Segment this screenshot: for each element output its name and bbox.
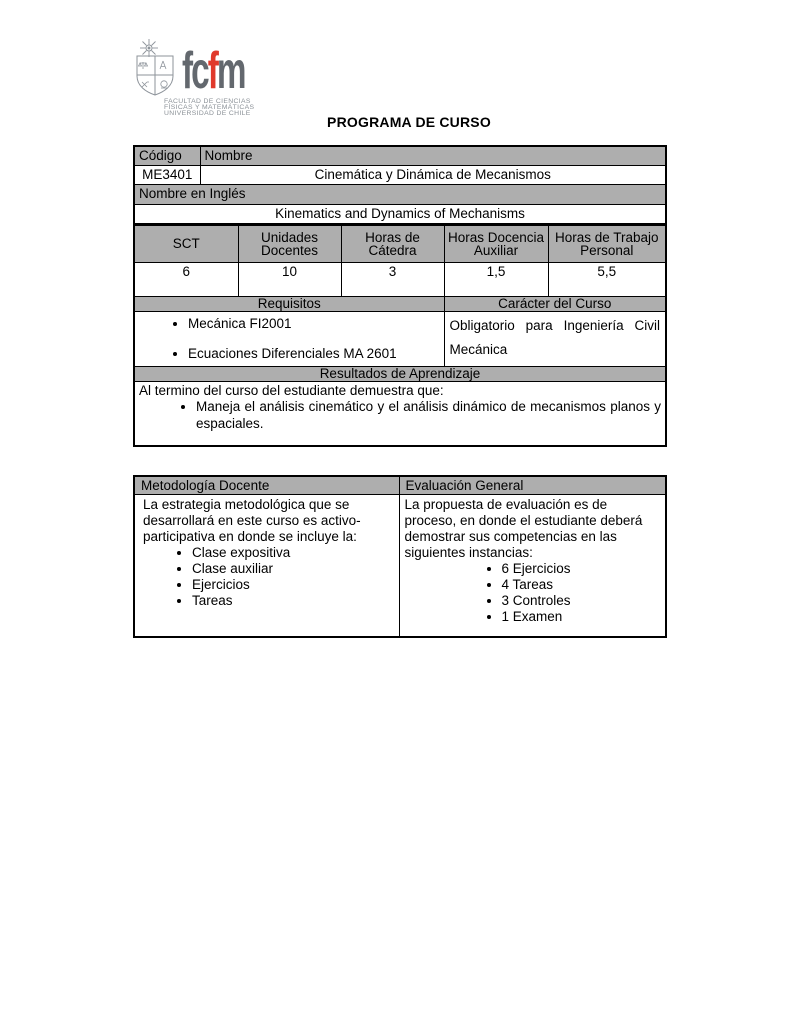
shield [136, 55, 174, 96]
horas-catedra-value-cell: 3 [340, 262, 445, 298]
horas-docencia-auxiliar-value-cell: 1,5 [443, 262, 549, 298]
horas-trabajo-personal-value-cell: 5,5 [547, 262, 667, 298]
resultados-header-cell: Resultados de Aprendizaje [133, 366, 667, 383]
horas-docencia-auxiliar-header-cell: Horas Docencia Auxiliar [443, 224, 549, 264]
english-name-header-cell: Nombre en Inglés [133, 184, 667, 205]
page-title: PROGRAMA DE CURSO [327, 114, 491, 130]
horas-trabajo-personal-header-cell: Horas de Trabajo Personal [547, 224, 667, 264]
course-code-table: Código Nombre ME3401 Cinemática y Dinámi… [133, 145, 667, 225]
fcfm-wordmark: fcfm [182, 45, 247, 97]
caracter-curso-header-cell: Carácter del Curso [443, 296, 667, 313]
table-row: ME3401 Cinemática y Dinámica de Mecanism… [133, 165, 667, 186]
brand-letter-red: f [207, 42, 219, 100]
table-row: La estrategia metodológica que se desarr… [133, 494, 667, 637]
caracter-curso-content-cell: Obligatorio para Ingeniería Civil Mecáni… [443, 311, 667, 368]
list-item: Ecuaciones Diferenciales MA 2601 [188, 346, 440, 362]
table-row: Kinematics and Dynamics of Mechanisms [133, 203, 667, 225]
brand-letter: c [191, 42, 210, 100]
codigo-header-cell: Código [133, 145, 201, 167]
list-item: 3 Controles [502, 593, 661, 609]
credits-table: SCT Unidades Docentes Horas de Cátedra H… [133, 223, 667, 447]
faculty-line: FACULTAD DE CIENCIAS [164, 98, 251, 105]
faculty-line: UNIVERSIDAD DE CHILE [164, 109, 251, 117]
faculty-line: FÍSICAS Y MATEMÁTICAS [164, 103, 255, 111]
resultados-content-cell: Al termino del curso del estudiante demu… [133, 381, 667, 447]
metodologia-list: Clase expositiva Clase auxiliar Ejercici… [140, 545, 394, 609]
table-row: Resultados de Aprendizaje [133, 366, 667, 383]
faculty-name: FACULTAD DE CIENCIAS FÍSICAS Y MATEMÁTIC… [164, 98, 255, 117]
horas-catedra-header-cell: Horas de Cátedra [340, 224, 445, 264]
method-eval-block: Metodología Docente Evaluación General L… [133, 475, 667, 638]
list-item: Tareas [192, 593, 394, 609]
brand-letter: f [182, 42, 193, 100]
evaluacion-intro: La propuesta de evaluación es de proceso… [404, 497, 643, 560]
nombre-value-cell: Cinemática y Dinámica de Mecanismos [199, 165, 667, 186]
metodologia-intro: La estrategia metodológica que se desarr… [143, 497, 361, 544]
evaluacion-list: 6 Ejercicios 4 Tareas 3 Controles 1 Exam… [405, 561, 661, 625]
codigo-value-cell: ME3401 [133, 165, 201, 186]
fcfm-logo: fcfm FACULTAD DE CIENCIAS FÍSICAS Y MATE… [133, 38, 273, 118]
table-row: Requisitos Carácter del Curso [133, 296, 667, 313]
list-item: 1 Examen [502, 609, 661, 625]
resultados-intro: Al termino del curso del estudiante demu… [139, 383, 444, 399]
english-name-value-cell: Kinematics and Dynamics of Mechanisms [133, 203, 667, 225]
list-item: 6 Ejercicios [502, 561, 661, 577]
method-eval-table: Metodología Docente Evaluación General L… [133, 475, 667, 638]
evaluacion-header-cell: Evaluación General [398, 475, 667, 495]
table-row: Código Nombre [133, 145, 667, 167]
sct-value-cell: 6 [133, 262, 239, 298]
universidad-de-chile-crest-icon [136, 39, 174, 96]
unidades-docentes-header-cell: Unidades Docentes [237, 224, 342, 264]
brand-letter: m [216, 42, 247, 100]
requisitos-list: Mecánica FI2001 Ecuaciones Diferenciales… [139, 316, 440, 362]
table-row: SCT Unidades Docentes Horas de Cátedra H… [133, 224, 667, 264]
table-row: Mecánica FI2001 Ecuaciones Diferenciales… [133, 311, 667, 368]
star-rays [140, 39, 158, 57]
nombre-header-cell: Nombre [199, 145, 667, 167]
metodologia-header-cell: Metodología Docente [133, 475, 400, 495]
metodologia-content-cell: La estrategia metodológica que se desarr… [133, 494, 400, 637]
unidades-docentes-value-cell: 10 [237, 262, 342, 298]
course-info-block: Código Nombre ME3401 Cinemática y Dinámi… [133, 145, 667, 447]
list-item: Mecánica FI2001 [188, 316, 440, 332]
list-item: Maneja el análisis cinemático y el análi… [196, 399, 661, 431]
table-row: Metodología Docente Evaluación General [133, 475, 667, 495]
requisitos-header-cell: Requisitos [133, 296, 445, 313]
table-row: Al termino del curso del estudiante demu… [133, 381, 667, 447]
list-item: Clase auxiliar [192, 561, 394, 577]
list-item: 4 Tareas [502, 577, 661, 593]
evaluacion-content-cell: La propuesta de evaluación es de proceso… [398, 494, 667, 637]
list-item: Clase expositiva [192, 545, 394, 561]
requisitos-content-cell: Mecánica FI2001 Ecuaciones Diferenciales… [133, 311, 445, 368]
list-item: Ejercicios [192, 577, 394, 593]
sct-header-cell: SCT [133, 224, 239, 264]
table-row: 6 10 3 1,5 5,5 [133, 262, 667, 298]
resultados-list: Maneja el análisis cinemático y el análi… [139, 399, 661, 431]
table-row: Nombre en Inglés [133, 184, 667, 205]
